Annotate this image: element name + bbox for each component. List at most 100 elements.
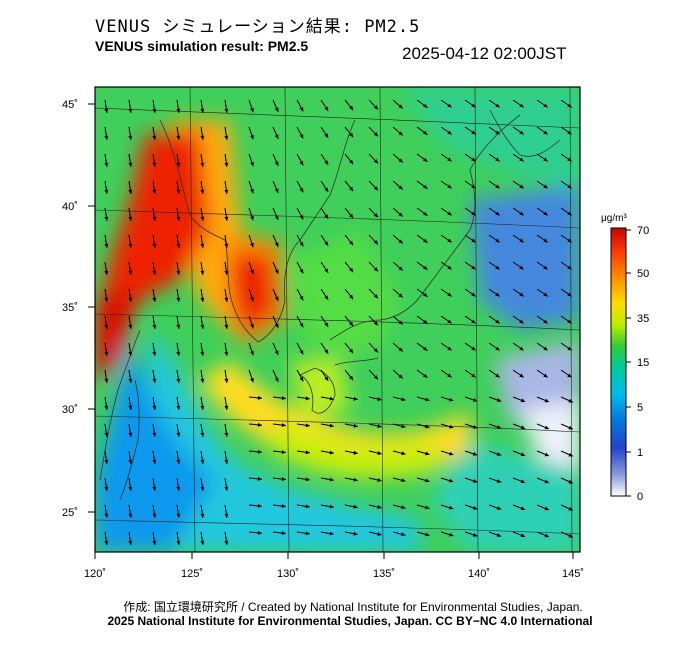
wind-arrow <box>104 126 109 140</box>
wind-arrow <box>272 450 286 455</box>
wind-arrow <box>104 477 109 491</box>
wind-arrow <box>464 315 476 324</box>
wind-arrow <box>368 126 379 137</box>
longitude-axis: 120˚ 125˚ 130˚ 135˚ 140˚ 145˚ <box>84 552 584 580</box>
wind-arrow <box>296 531 310 536</box>
wind-arrow <box>464 450 478 456</box>
wind-arrow <box>248 261 254 275</box>
wind-arrow <box>464 531 478 537</box>
wind-arrow <box>464 126 476 135</box>
wind-arrow <box>320 153 329 166</box>
wind-arrow <box>128 342 133 356</box>
wind-arrow <box>560 477 574 484</box>
wind-arrow <box>176 396 181 410</box>
wind-arrow <box>536 396 550 403</box>
wind-arrow <box>128 423 133 437</box>
wind-arrow <box>248 422 262 427</box>
wind-arrow <box>176 450 181 464</box>
wind-arrow <box>392 423 406 429</box>
map-frame <box>94 86 581 553</box>
wind-arrow <box>368 207 379 218</box>
wind-arrow <box>512 153 524 162</box>
wind-arrow <box>536 180 548 189</box>
wind-arrow <box>224 477 229 491</box>
wind-arrow <box>560 99 572 108</box>
wind-arrow <box>128 396 133 410</box>
wind-arrow <box>536 126 548 135</box>
wind-arrow <box>368 504 382 509</box>
wind-arrow <box>440 477 454 483</box>
wind-arrow <box>392 261 404 271</box>
lat-tick-label: 35˚ <box>62 302 78 314</box>
wind-arrow <box>200 450 205 464</box>
wind-arrow <box>392 342 404 352</box>
colorbar-tick-label: 35 <box>637 313 649 325</box>
wind-arrow <box>200 477 205 491</box>
lon-tick-label: 145˚ <box>562 568 584 580</box>
wind-arrow <box>296 99 304 112</box>
wind-arrow <box>128 234 133 248</box>
wind-arrow <box>440 423 454 429</box>
wind-arrow <box>488 504 502 510</box>
wind-arrow <box>440 450 454 456</box>
wind-arrow <box>128 207 133 221</box>
wind-arrow <box>440 504 454 510</box>
wind-arrow <box>320 288 329 301</box>
wind-arrow <box>344 315 354 327</box>
wind-arrow <box>560 531 574 538</box>
wind-arrow <box>200 504 205 518</box>
colorbar: μg/m³ 70 50 35 15 5 1 0 <box>601 213 649 503</box>
wind-arrow <box>560 153 572 162</box>
wind-arrow <box>104 315 109 329</box>
wind-arrow <box>224 261 229 275</box>
wind-arrow <box>344 450 358 455</box>
wind-arrow <box>464 288 476 297</box>
wind-arrow <box>464 342 476 351</box>
wind-arrow <box>128 450 133 464</box>
wind-arrow <box>104 369 109 383</box>
wind-arrow <box>488 234 500 243</box>
wind-arrow <box>464 396 478 402</box>
wind-arrow <box>512 99 524 108</box>
wind-arrow <box>272 180 279 194</box>
wind-arrow <box>368 153 379 164</box>
wind-arrow <box>152 369 157 383</box>
wind-arrow <box>224 450 229 464</box>
wind-arrow <box>296 396 310 401</box>
wind-arrow <box>416 396 430 402</box>
wind-arrow <box>104 504 109 518</box>
wind-arrow <box>272 504 286 509</box>
wind-arrow <box>176 423 181 437</box>
wind-arrow <box>512 288 524 297</box>
wind-arrow <box>392 180 404 190</box>
wind-arrow <box>104 396 109 410</box>
wind-arrow <box>488 369 500 378</box>
wind-arrow <box>104 288 109 302</box>
wind-arrow <box>200 396 205 410</box>
wind-arrow <box>104 99 109 113</box>
wind-arrow <box>440 207 452 216</box>
colorbar-tick-label: 0 <box>637 491 643 503</box>
wind-arrow <box>440 315 452 324</box>
wind-arrow <box>344 153 354 165</box>
forecast-timestamp: 2025-04-12 02:00JST <box>402 44 567 63</box>
wind-arrow <box>224 369 229 383</box>
wind-arrow <box>416 261 428 271</box>
wind-arrow <box>560 423 574 430</box>
chart-title-japanese: VENUS シミュレーション結果: PM2.5 <box>95 17 421 37</box>
wind-arrow <box>296 423 310 428</box>
wind-arrow <box>344 207 354 219</box>
wind-arrow <box>296 261 304 274</box>
colorbar-scale <box>610 227 627 497</box>
wind-arrow <box>368 477 382 482</box>
wind-arrow <box>320 369 329 382</box>
colorbar-unit-label: μg/m³ <box>601 213 627 224</box>
wind-arrow <box>392 126 404 136</box>
wind-arrow <box>440 99 452 108</box>
wind-arrow <box>560 234 572 243</box>
wind-arrow <box>416 504 430 510</box>
wind-arrow <box>344 126 354 138</box>
wind-arrow <box>320 180 329 193</box>
wind-arrow <box>176 126 181 140</box>
wind-arrow <box>104 342 109 356</box>
